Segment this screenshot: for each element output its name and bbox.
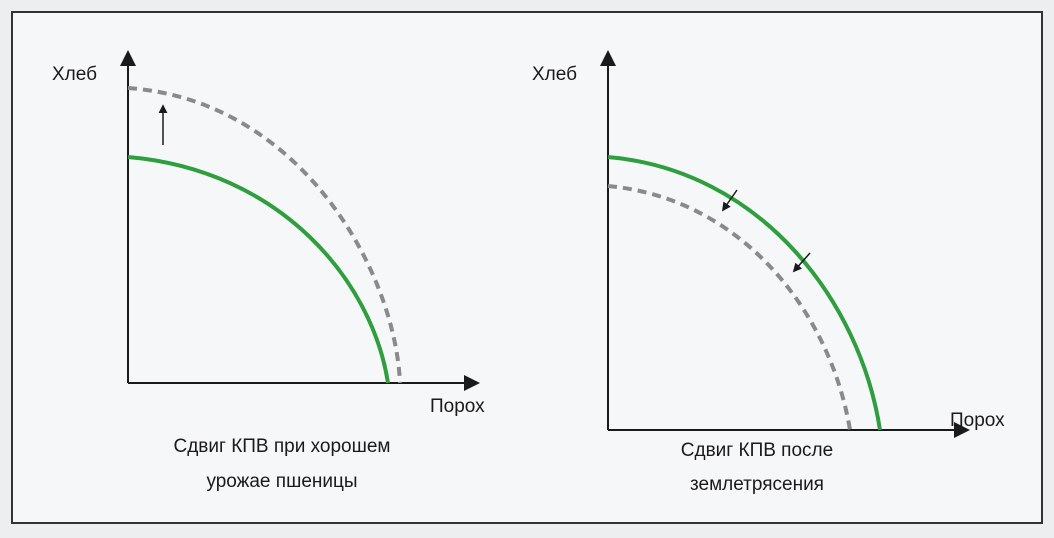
shift-arrow <box>721 189 738 212</box>
caption: Сдвиг КПВ после <box>681 440 833 461</box>
ppf-old <box>127 155 390 384</box>
x-label: Порох <box>430 396 485 417</box>
x-label: Порох <box>950 410 1005 431</box>
caption: Сдвиг КПВ при хорошем <box>173 436 390 457</box>
y-label: Хлеб <box>532 64 577 85</box>
caption: урожае пшеницы <box>206 471 357 492</box>
caption: землетрясения <box>690 474 824 495</box>
diagram-right: Хлеб Порох Сдвиг КПВ после землетрясения <box>532 50 1005 495</box>
ppf-new <box>607 184 852 431</box>
ppf-new <box>127 86 402 384</box>
y-label: Хлеб <box>52 64 97 85</box>
ppf-old <box>607 155 882 431</box>
frame <box>11 11 1043 524</box>
diagram-left: Хлеб Порох Сдвиг КПВ при хорошем урожае … <box>52 50 485 492</box>
shift-arrow <box>792 252 811 273</box>
